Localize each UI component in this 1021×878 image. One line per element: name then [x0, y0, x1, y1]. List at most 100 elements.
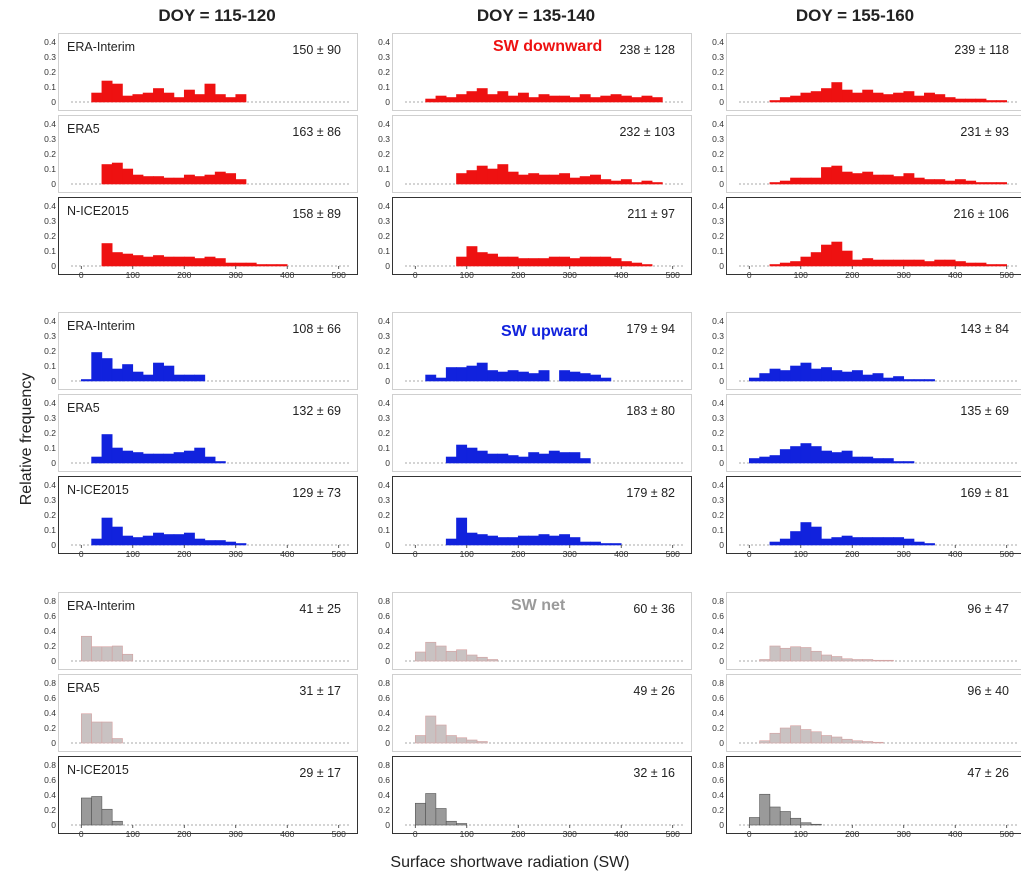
histogram-bar	[954, 179, 966, 185]
x-tick-label: 200	[511, 270, 525, 280]
y-tick-label: 0	[719, 458, 724, 468]
y-tick-label: 0.4	[44, 316, 56, 326]
histogram-bar	[810, 446, 822, 464]
histogram-bar	[913, 541, 925, 546]
histogram: 0 0.1 0.2 0.3 0.4	[44, 37, 349, 107]
histogram-bar	[101, 434, 113, 464]
y-tick-label: 0.3	[44, 134, 56, 144]
histogram-bar	[435, 95, 447, 103]
panel-n-ice2015-sw-upward-col1: N-ICE2015 129 ± 73 0 0.1 0.2 0.3 0.4 0 100 200 300…	[44, 476, 358, 559]
histogram-bar	[851, 456, 863, 464]
y-tick-label: 0	[385, 540, 390, 550]
histogram-bar	[111, 820, 123, 826]
histogram-bar	[872, 659, 884, 662]
histogram-bar	[631, 262, 643, 267]
histogram-bar	[122, 364, 134, 382]
y-tick-label: 0.3	[44, 413, 56, 423]
histogram-bar	[790, 646, 802, 662]
histogram-bar	[800, 362, 812, 382]
histogram-bar	[954, 98, 966, 103]
histogram-bar	[173, 177, 185, 185]
histogram-bar	[476, 252, 488, 267]
histogram-bar	[965, 262, 977, 267]
histogram: 0 0.1 0.2 0.3 0.4 0 100 200 300 400 500	[44, 201, 349, 280]
histogram-bar	[748, 458, 760, 464]
y-tick-label: 0.3	[712, 216, 724, 226]
histogram-bar	[996, 182, 1008, 185]
y-tick-label: 0	[719, 656, 724, 666]
y-tick-label: 0.8	[712, 596, 724, 606]
y-tick-label: 0.2	[378, 428, 390, 438]
x-tick-label: 500	[1000, 270, 1014, 280]
histogram-bar	[163, 256, 175, 267]
histogram: 0 0.1 0.2 0.3 0.4	[378, 119, 683, 189]
panel-n-ice2015-sw-downward-col2: 211 ± 97 0 0.1 0.2 0.3 0.4 0 100 200 300 400 500	[378, 197, 692, 280]
histogram-bar	[101, 243, 113, 267]
x-tick-label: 0	[747, 549, 752, 559]
histogram-bar	[132, 255, 144, 267]
histogram-bar	[651, 182, 663, 185]
y-tick-label: 0	[385, 261, 390, 271]
histogram-bar	[841, 535, 853, 546]
histogram-bar	[810, 731, 822, 744]
histogram-bar	[831, 452, 843, 464]
y-tick-label: 0.2	[44, 67, 56, 77]
histogram-bar	[559, 256, 571, 267]
histogram-bar	[101, 646, 113, 662]
histogram-bar	[142, 176, 154, 185]
y-tick-label: 0.4	[44, 626, 56, 636]
histogram-bar	[456, 256, 468, 267]
y-tick-label: 0.8	[44, 596, 56, 606]
y-tick-label: 0.1	[712, 164, 724, 174]
histogram-bar	[517, 371, 529, 382]
y-tick-label: 0.4	[712, 790, 724, 800]
histogram-bar	[893, 259, 905, 267]
y-tick-label: 0.4	[44, 201, 56, 211]
histogram-bar	[769, 182, 781, 185]
histogram-bar	[266, 264, 278, 267]
mean-sd-stat: 41 ± 25	[299, 602, 341, 616]
x-tick-label: 0	[747, 829, 752, 839]
histogram-bar	[759, 373, 771, 382]
y-tick-label: 0.2	[712, 149, 724, 159]
histogram-bar	[600, 256, 612, 267]
y-tick-label: 0.3	[378, 134, 390, 144]
histogram-bar	[425, 793, 437, 826]
histogram-bar	[779, 647, 791, 662]
histogram: 0 0.1 0.2 0.3 0.4 0 100 200 300 400 500	[378, 201, 683, 280]
x-tick-label: 500	[332, 270, 346, 280]
histogram-bar	[882, 174, 894, 185]
x-tick-label: 500	[666, 549, 680, 559]
histogram-bar	[528, 373, 540, 382]
histogram-bar	[759, 740, 771, 744]
histogram-bar	[610, 180, 622, 185]
histogram-bar	[214, 94, 226, 103]
histogram-bar	[466, 447, 478, 464]
y-tick-label: 0.8	[44, 678, 56, 688]
histogram-bar	[893, 92, 905, 103]
histogram-bar	[903, 538, 915, 546]
y-tick-label: 0.3	[44, 495, 56, 505]
histogram-bar	[996, 264, 1008, 267]
histogram-bar	[466, 532, 478, 546]
x-tick-label: 200	[177, 829, 191, 839]
y-tick-label: 0.2	[378, 231, 390, 241]
histogram-bar	[132, 371, 144, 382]
y-tick-label: 0	[385, 458, 390, 468]
histogram-bar	[831, 165, 843, 185]
histogram-bar	[579, 176, 591, 185]
panel-era5-sw-upward-col2: 183 ± 80 0 0.1 0.2 0.3 0.4	[378, 394, 692, 472]
histogram-bar	[456, 517, 468, 546]
histogram-bar	[517, 456, 529, 464]
y-tick-label: 0.1	[44, 443, 56, 453]
histogram-bar	[204, 456, 216, 464]
histogram-bar	[101, 721, 113, 744]
histogram: 0 0.1 0.2 0.3 0.4	[44, 398, 349, 468]
y-tick-label: 0.4	[44, 708, 56, 718]
histogram-bar	[476, 450, 488, 464]
histogram-bar	[528, 452, 540, 464]
y-tick-label: 0.8	[712, 678, 724, 688]
column-title-doy-115-120: DOY = 115-120	[158, 6, 276, 25]
histogram-bar	[111, 645, 123, 662]
histogram-bar	[445, 367, 457, 382]
